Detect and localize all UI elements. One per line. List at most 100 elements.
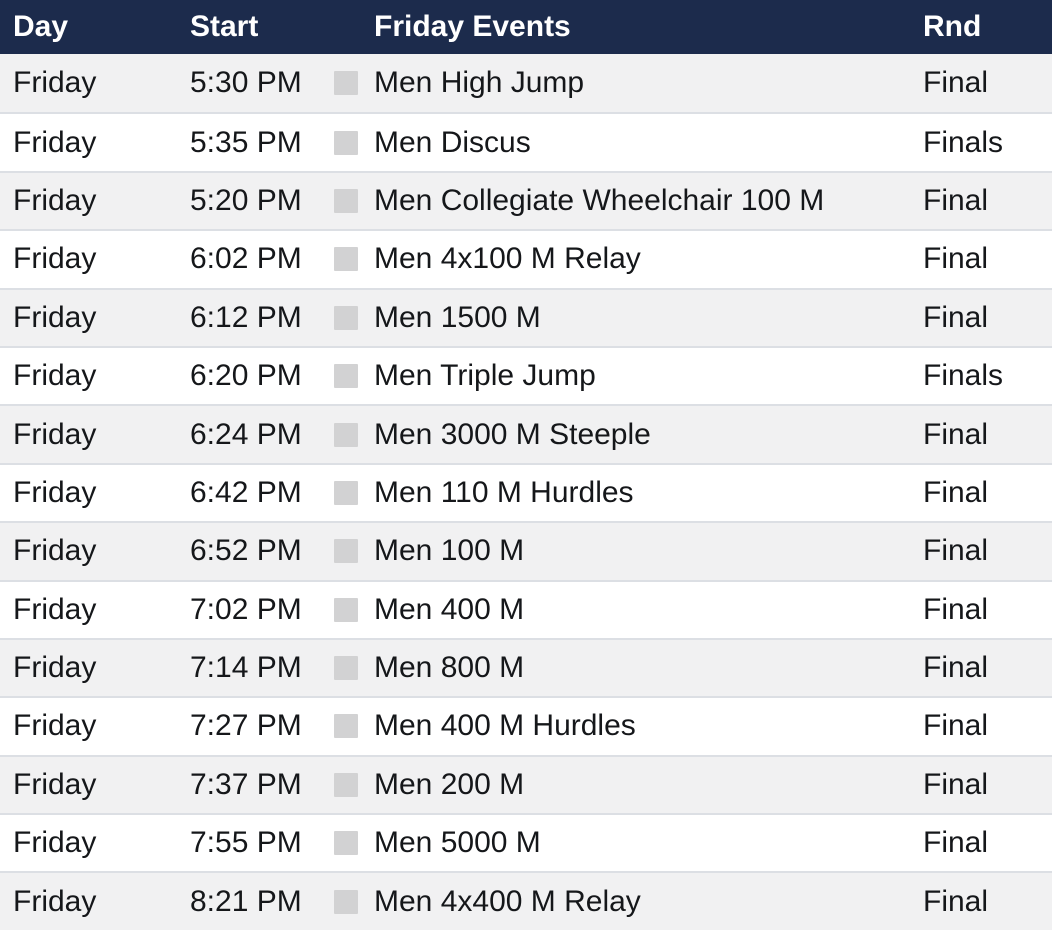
day-cell: Friday <box>13 66 97 100</box>
event-marker-icon <box>334 130 358 155</box>
event-name: Men 400 M <box>374 592 525 626</box>
start-time-cell: 5:35 PM <box>190 125 302 159</box>
day-cell: Friday <box>13 592 97 626</box>
event-name: Men 100 M <box>374 534 525 568</box>
day-cell: Friday <box>13 884 97 918</box>
round-cell: Final <box>923 300 989 334</box>
start-time-cell: 6:24 PM <box>190 417 302 451</box>
start-time-cell: 6:12 PM <box>190 300 302 334</box>
day-cell: Friday <box>13 417 97 451</box>
start-time-cell: 6:52 PM <box>190 534 302 568</box>
start-time-cell: 5:30 PM <box>190 66 302 100</box>
event-cell: Men 200 M <box>334 768 923 802</box>
round-cell: Final <box>923 242 989 276</box>
round-cell: Final <box>923 767 989 801</box>
table-row[interactable]: Friday 5:35 PM Men Discus Finals <box>0 112 1052 171</box>
round-cell: Finals <box>923 125 1004 159</box>
start-time-cell: 7:27 PM <box>190 709 302 743</box>
round-cell: Final <box>923 534 989 568</box>
event-name: Men Discus <box>374 125 531 159</box>
event-marker-icon <box>334 422 358 447</box>
start-time-cell: 7:14 PM <box>190 651 302 685</box>
day-cell: Friday <box>13 242 97 276</box>
round-cell: Final <box>923 66 989 100</box>
day-cell: Friday <box>13 300 97 334</box>
event-cell: Men Collegiate Wheelchair 100 M <box>334 184 923 218</box>
table-row[interactable]: Friday 6:52 PM Men 100 M Final <box>0 521 1052 580</box>
table-row[interactable]: Friday 7:55 PM Men 5000 M Final <box>0 813 1052 872</box>
event-name: Men 400 M Hurdles <box>374 709 636 743</box>
event-marker-icon <box>334 480 358 505</box>
event-cell: Men Triple Jump <box>334 359 923 393</box>
table-row[interactable]: Friday 7:14 PM Men 800 M Final <box>0 637 1052 697</box>
event-marker-icon <box>334 247 358 272</box>
start-time-cell: 7:37 PM <box>190 767 302 801</box>
event-name: Men Triple Jump <box>374 359 596 393</box>
event-cell: Men 4x400 M Relay <box>334 885 923 919</box>
event-marker-icon <box>334 772 358 797</box>
round-cell: Final <box>923 183 989 217</box>
event-cell: Men Discus <box>334 126 923 160</box>
round-cell: Final <box>923 709 989 743</box>
event-cell: Men 100 M <box>334 534 923 568</box>
event-cell: Men 400 M Hurdles <box>334 709 923 743</box>
day-cell: Friday <box>13 709 97 743</box>
column-header-friday-events: Friday Events <box>374 10 571 43</box>
start-time-cell: 6:42 PM <box>190 475 302 509</box>
table-row[interactable]: Friday 7:02 PM Men 400 M Final <box>0 579 1052 638</box>
day-cell: Friday <box>13 534 97 568</box>
day-cell: Friday <box>13 475 97 509</box>
table-row[interactable]: Friday 7:27 PM Men 400 M Hurdles Final <box>0 696 1052 755</box>
start-time-cell: 6:20 PM <box>190 359 302 393</box>
event-cell: Men 3000 M Steeple <box>334 418 923 452</box>
event-name: Men 110 M Hurdles <box>374 475 634 509</box>
table-row[interactable]: Friday 6:12 PM Men 1500 M Final <box>0 287 1052 346</box>
column-header-day: Day <box>13 10 69 43</box>
day-cell: Friday <box>13 359 97 393</box>
start-time-cell: 5:20 PM <box>190 183 302 217</box>
start-time-cell: 7:55 PM <box>190 826 302 860</box>
day-cell: Friday <box>13 651 97 685</box>
event-cell: Men 1500 M <box>334 301 923 335</box>
round-cell: Final <box>923 826 989 860</box>
table-row[interactable]: Friday 6:02 PM Men 4x100 M Relay Final <box>0 229 1052 288</box>
event-marker-icon <box>334 71 358 96</box>
event-name: Men 200 M <box>374 767 525 801</box>
table-header: Day Start Friday Events Rnd <box>0 0 1052 54</box>
event-marker-icon <box>334 831 358 856</box>
start-time-cell: 8:21 PM <box>190 884 302 918</box>
round-cell: Final <box>923 592 989 626</box>
event-name: Men 3000 M Steeple <box>374 417 651 451</box>
table-row[interactable]: Friday 6:20 PM Men Triple Jump Finals <box>0 345 1052 405</box>
event-marker-icon <box>334 597 358 622</box>
round-cell: Final <box>923 884 989 918</box>
day-cell: Friday <box>13 125 97 159</box>
event-marker-icon <box>334 656 358 681</box>
round-cell: Final <box>923 475 989 509</box>
round-cell: Final <box>923 417 989 451</box>
event-name: Men 800 M <box>374 651 525 685</box>
table-row[interactable]: Friday 8:21 PM Men 4x400 M Relay Final <box>0 871 1052 930</box>
column-header-rnd: Rnd <box>923 10 982 43</box>
event-name: Men Collegiate Wheelchair 100 M <box>374 183 825 217</box>
event-name: Men High Jump <box>374 66 585 100</box>
start-time-cell: 6:02 PM <box>190 242 302 276</box>
table-row[interactable]: Friday 5:30 PM Men High Jump Final <box>0 54 1052 113</box>
event-cell: Men 800 M <box>334 651 923 685</box>
event-cell: Men High Jump <box>334 66 923 100</box>
day-cell: Friday <box>13 183 97 217</box>
table-row[interactable]: Friday 7:37 PM Men 200 M Final <box>0 754 1052 814</box>
event-marker-icon <box>334 889 358 914</box>
event-marker-icon <box>334 305 358 330</box>
event-cell: Men 4x100 M Relay <box>334 242 923 276</box>
round-cell: Finals <box>923 359 1004 393</box>
event-cell: Men 400 M <box>334 593 923 627</box>
table-row[interactable]: Friday 6:24 PM Men 3000 M Steeple Final <box>0 404 1052 463</box>
day-cell: Friday <box>13 826 97 860</box>
table-row[interactable]: Friday 6:42 PM Men 110 M Hurdles Final <box>0 462 1052 522</box>
event-name: Men 1500 M <box>374 300 541 334</box>
event-marker-icon <box>334 364 358 389</box>
day-cell: Friday <box>13 767 97 801</box>
table-row[interactable]: Friday 5:20 PM Men Collegiate Wheelchair… <box>0 170 1052 230</box>
